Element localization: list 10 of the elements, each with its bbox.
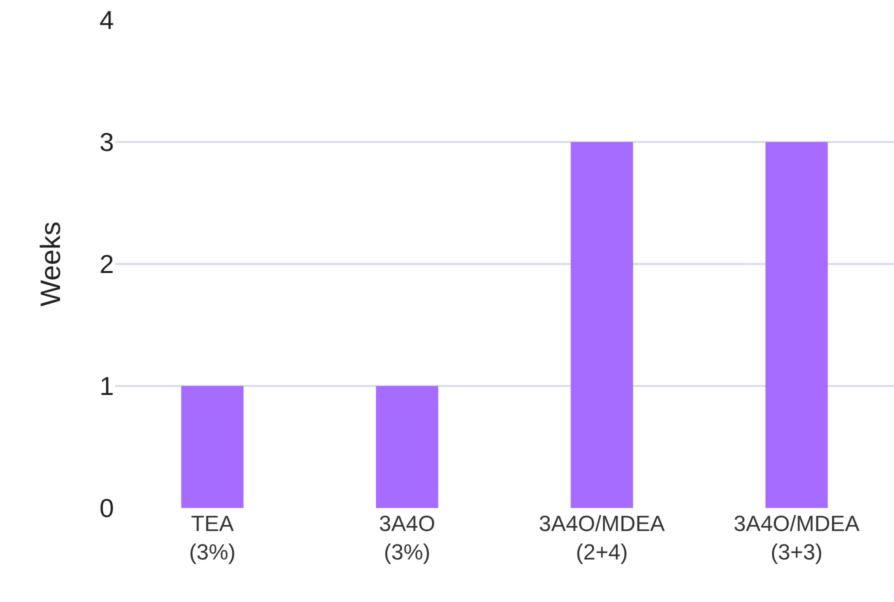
y-tick-label: 2 xyxy=(100,249,114,280)
y-tick-label: 4 xyxy=(100,5,114,36)
y-tick-label: 1 xyxy=(100,371,114,402)
x-tick-label: TEA (3%) xyxy=(189,511,236,565)
y-tick-label: 0 xyxy=(100,493,114,524)
y-axis-title: Weeks xyxy=(35,221,66,307)
y-tick-label: 3 xyxy=(100,127,114,158)
x-tick-label: 3A4O/MDEA (2+4) xyxy=(538,511,666,565)
x-tick-label: 3A4O (3%) xyxy=(378,511,436,565)
x-tick-label: 3A4O/MDEA (3+3) xyxy=(734,511,860,565)
